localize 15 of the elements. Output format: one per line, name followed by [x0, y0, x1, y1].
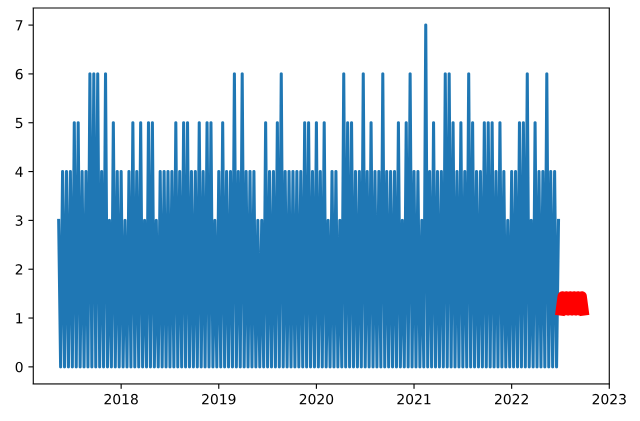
x-tick-label: 2018: [104, 394, 138, 404]
line-series: [57, 24, 560, 368]
x-tick-label: 2019: [202, 394, 236, 404]
y-tick-label: 3: [16, 215, 22, 226]
x-tick-label: 2023: [592, 394, 626, 404]
y-tick-label: 7: [16, 20, 22, 30]
y-tick-label: 5: [16, 118, 22, 128]
y-tick-label: 2: [16, 264, 22, 274]
x-tick-label: 2020: [300, 394, 334, 404]
y-tick-label: 4: [15, 166, 23, 177]
x-tick-label: 2021: [397, 394, 430, 404]
y-tick-label: 0: [16, 362, 23, 372]
y-tick-label: 1: [16, 313, 22, 324]
y-tick-label: 6: [16, 68, 23, 80]
x-tick-label: 2022: [494, 394, 528, 404]
